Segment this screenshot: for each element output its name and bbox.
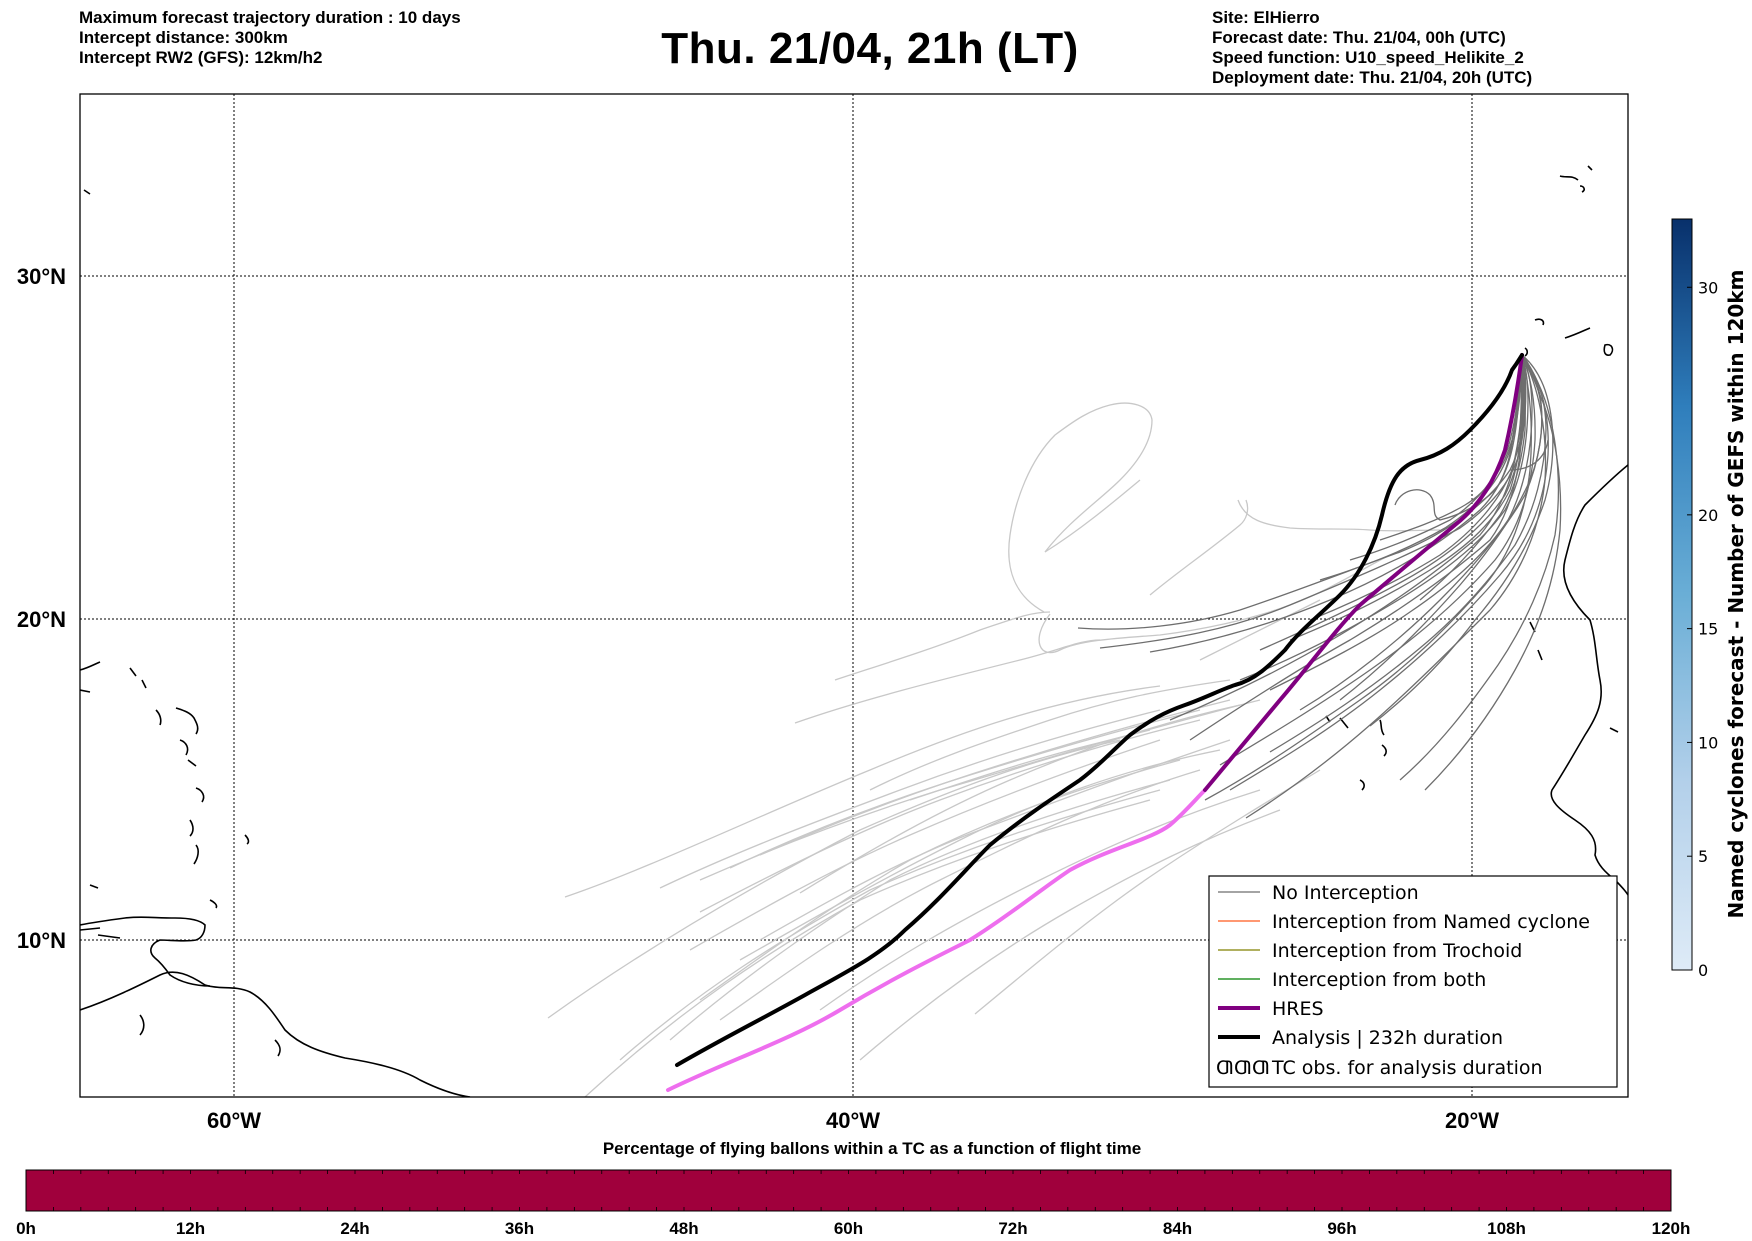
- page-title: Thu. 21/04, 21h (LT): [661, 24, 1079, 73]
- colorbar-tick-label: 0: [1698, 961, 1708, 980]
- tc-obs-icon: ƢƢƢ: [1216, 1057, 1270, 1079]
- map-legend: No Interception Interception from Named …: [1208, 875, 1618, 1088]
- coastline-caribbean: [80, 189, 471, 1097]
- cyclone-colorbar: 0 5 10 15 20 30 Named cyclones forecast - Num…: [1671, 218, 1748, 980]
- flight-time-tick-label: 24h: [340, 1219, 369, 1238]
- max-duration-text: Maximum forecast trajectory duration : 1…: [79, 8, 461, 27]
- lon-label-40w: 40°W: [826, 1108, 880, 1133]
- flight-time-tick-label: 48h: [669, 1219, 698, 1238]
- legend-label-named-cyclone: Interception from Named cyclone: [1272, 911, 1590, 933]
- forecast-date-text: Forecast date: Thu. 21/04, 00h (UTC): [1212, 28, 1506, 47]
- map-frame: [79, 93, 1629, 1098]
- intercept-rw2-text: Intercept RW2 (GFS): 12km/h2: [79, 48, 323, 67]
- trajectory-settings: Maximum forecast trajectory duration : 1…: [79, 8, 461, 68]
- flight-time-tick-label: 96h: [1327, 1219, 1356, 1238]
- flight-time-tick-label: 12h: [176, 1219, 205, 1238]
- flight-time-bar-title: Percentage of flying ballons within a TC…: [602, 1139, 1142, 1158]
- flight-time-bar: 0h 12h 24h 36h 48h 60h 72h 84h 96h 108h 120h: [16, 1169, 1690, 1238]
- flight-time-tick-label: 108h: [1487, 1219, 1526, 1238]
- flight-time-ticks: 0h 12h 24h 36h 48h 60h 72h 84h 96h 108h 120h: [16, 1170, 1690, 1238]
- lon-label-20w: 20°W: [1445, 1108, 1499, 1133]
- flight-time-tick-label: 60h: [834, 1219, 863, 1238]
- colorbar-gradient: [1671, 218, 1693, 971]
- lat-label-10n: 10°N: [17, 928, 66, 953]
- flight-time-tick-label: 0h: [16, 1219, 36, 1238]
- flight-time-tick-label: 36h: [505, 1219, 534, 1238]
- site-text: Site: ElHierro: [1212, 8, 1320, 27]
- site-info: Site: ElHierro Forecast date: Thu. 21/04…: [1212, 8, 1532, 88]
- legend-label-tc-obs: TC obs. for analysis duration: [1271, 1057, 1543, 1079]
- colorbar-tick-label: 15: [1698, 620, 1718, 639]
- flight-time-tick-label: 72h: [998, 1219, 1027, 1238]
- flight-time-tick-label: 84h: [1163, 1219, 1192, 1238]
- ensemble-trajectories-light: [547, 402, 1441, 1097]
- lat-label-30n: 30°N: [17, 264, 66, 289]
- colorbar-tick-label: 5: [1698, 847, 1708, 866]
- lon-label-60w: 60°W: [207, 1108, 261, 1133]
- legend-label-both: Interception from both: [1272, 969, 1486, 991]
- colorbar-tick-label: 30: [1698, 278, 1718, 297]
- colorbar-label: Named cyclones forecast - Number of GEFS…: [1724, 270, 1748, 919]
- hres-trajectory: [666, 353, 1524, 1092]
- colorbar-tick-label: 10: [1698, 733, 1718, 752]
- colorbar-ticks: 0 5 10 15 20 30: [1687, 278, 1718, 980]
- colorbar-tick-label: 20: [1698, 506, 1718, 525]
- speed-function-text: Speed function: U10_speed_Helikite_2: [1212, 48, 1524, 67]
- legend-label-trochoid: Interception from Trochoid: [1272, 940, 1522, 962]
- lat-label-20n: 20°N: [17, 607, 66, 632]
- legend-label-no-interception: No Interception: [1272, 882, 1419, 904]
- legend-label-hres: HRES: [1272, 998, 1324, 1020]
- legend-label-analysis: Analysis | 232h duration: [1272, 1027, 1503, 1049]
- flight-time-tick-label: 120h: [1652, 1219, 1691, 1238]
- ensemble-trajectories-no-interception: [1077, 354, 1562, 819]
- analysis-trajectory: [675, 353, 1524, 1067]
- intercept-distance-text: Intercept distance: 300km: [79, 28, 288, 47]
- deployment-date-text: Deployment date: Thu. 21/04, 20h (UTC): [1212, 68, 1533, 87]
- flight-time-bar-fill: [25, 1169, 1672, 1212]
